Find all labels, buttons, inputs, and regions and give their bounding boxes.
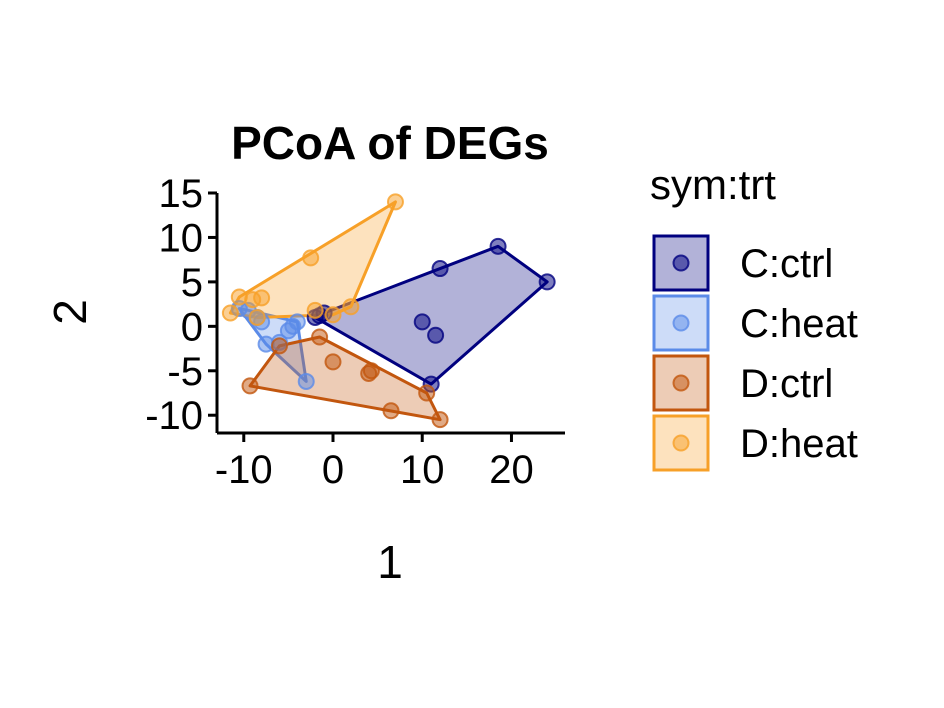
point-d-heat: [386, 193, 404, 211]
point-d-ctrl: [418, 384, 436, 402]
legend: sym:trt C:ctrl C:heat D:ctrl D:heat: [650, 161, 858, 472]
point-c-ctrl: [431, 260, 449, 278]
point-c-ctrl: [489, 237, 507, 255]
point-d-heat: [248, 308, 266, 326]
legend-point-d-heat: [672, 434, 690, 452]
point-c-ctrl: [427, 326, 445, 344]
point-d-ctrl: [431, 411, 449, 429]
point-d-heat: [253, 289, 271, 307]
point-d-ctrl: [241, 377, 259, 395]
y-tick-label: -10: [145, 394, 203, 438]
point-d-heat: [230, 288, 248, 306]
plot-area: [221, 193, 556, 429]
legend-label-c-heat: C:heat: [740, 302, 858, 346]
y-tick-label: -5: [167, 350, 203, 394]
legend-key-c-ctrl: [652, 234, 710, 292]
point-d-ctrl: [311, 328, 329, 346]
point-c-ctrl: [538, 273, 556, 291]
x-tick-label: -10: [215, 448, 273, 492]
point-d-heat: [342, 298, 360, 316]
legend-point-c-heat: [672, 314, 690, 332]
legend-point-c-ctrl: [672, 254, 690, 272]
x-tick-label: 0: [322, 448, 344, 492]
legend-title: sym:trt: [650, 161, 776, 208]
y-tick-label: 15: [159, 172, 204, 216]
point-d-ctrl: [324, 353, 342, 371]
point-d-ctrl: [270, 337, 288, 355]
point-d-ctrl: [382, 402, 400, 420]
y-axis-label: 2: [44, 299, 96, 325]
point-d-heat: [302, 249, 320, 267]
point-d-heat: [221, 304, 239, 322]
point-c-ctrl: [413, 313, 431, 331]
chart-title: PCoA of DEGs: [231, 117, 549, 169]
y-tick-label: 5: [181, 261, 203, 305]
legend-label-d-ctrl: D:ctrl: [740, 362, 833, 406]
legend-point-d-ctrl: [672, 374, 690, 392]
x-tick-label: 20: [489, 448, 534, 492]
y-tick-label: 10: [159, 216, 204, 260]
legend-label-d-heat: D:heat: [740, 422, 858, 466]
x-axis-label: 1: [377, 536, 403, 588]
point-c-heat: [297, 372, 315, 390]
legend-label-c-ctrl: C:ctrl: [740, 242, 833, 286]
x-tick-label: 10: [400, 448, 445, 492]
point-d-heat: [306, 301, 324, 319]
point-d-heat: [324, 306, 342, 324]
point-c-heat: [288, 313, 306, 331]
point-d-ctrl: [362, 362, 380, 380]
y-tick-label: 0: [181, 305, 203, 349]
